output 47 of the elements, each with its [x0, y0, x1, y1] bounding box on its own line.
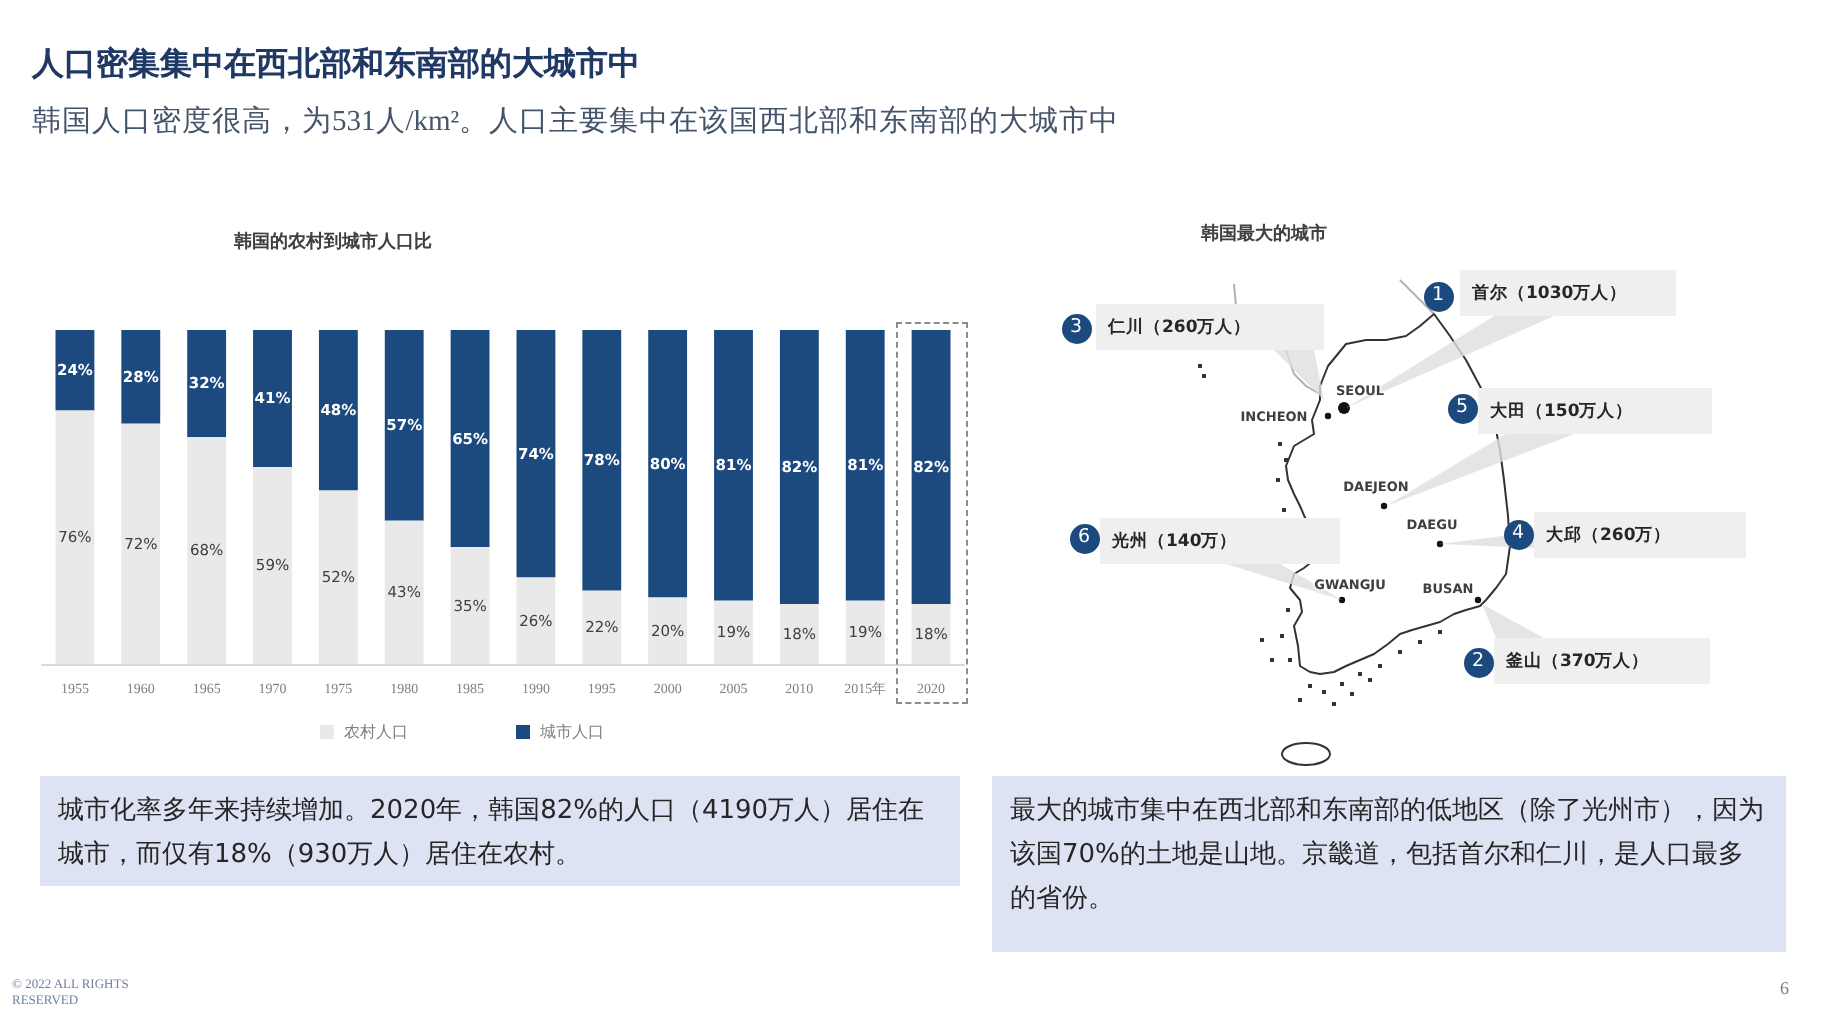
text: 1 — [1431, 284, 1445, 306]
bar — [714, 330, 753, 601]
text: 6 — [1780, 978, 1789, 998]
text: 2 — [1471, 650, 1485, 672]
bar — [845, 600, 885, 664]
bar — [55, 410, 95, 664]
bar — [845, 330, 885, 601]
text: 人口密集集中在西北部和东南部的大城市中 — [32, 44, 640, 86]
callout-box: 大邱（260万） — [1534, 512, 1746, 558]
text: 3 — [1069, 316, 1083, 338]
text: 韩国人口密度很高，为531人/km²。人口主要集中在该国西北部和东南部的大城市中 — [32, 103, 1120, 140]
callout-box: 首尔（1030万人） — [1460, 270, 1676, 316]
bar — [253, 466, 292, 664]
bar — [714, 600, 753, 664]
bar — [318, 330, 358, 491]
bar — [450, 547, 490, 664]
text: 4 — [1511, 522, 1525, 544]
chart-title: 韩国的农村到城市人口比 — [232, 231, 432, 253]
bar — [187, 436, 227, 664]
bar — [318, 490, 358, 664]
callout-box: 光州（140万） — [1100, 518, 1340, 564]
note-box: 城市化率多年来持续增加。2020年，韩国82%的人口（4190万人）居住在城市，而仅有18%（930万人）居住在农村。 — [40, 776, 960, 886]
text: 韩国最大的城市 — [1201, 221, 1327, 247]
legend-label: 农村人口 — [344, 723, 408, 741]
bar — [187, 330, 227, 437]
bar — [516, 577, 556, 664]
bar — [648, 330, 688, 598]
bar — [779, 330, 819, 604]
callout-box: 大田（150万人） — [1478, 388, 1712, 434]
bar — [582, 590, 622, 664]
note-box: 最大的城市集中在西北部和东南部的低地区（除了光州市），因为该国70%的土地是山地。京畿道，包括首尔和仁川，是人口最多的省份。 — [992, 776, 1786, 952]
bar — [911, 330, 951, 604]
bar — [384, 330, 424, 521]
bar — [516, 330, 556, 578]
bar — [253, 330, 292, 467]
callout-box: 仁川（260万人） — [1096, 304, 1324, 350]
legend-label: 城市人口 — [538, 723, 604, 741]
text: 6 — [1077, 526, 1091, 548]
bar — [779, 603, 819, 664]
callout-box: 釜山（370万人） — [1494, 638, 1710, 684]
bar — [384, 520, 424, 664]
bar — [582, 330, 622, 591]
bar — [121, 423, 161, 664]
text: 5 — [1455, 396, 1469, 418]
bar — [450, 330, 490, 548]
bar — [121, 330, 161, 424]
bar — [648, 597, 688, 664]
